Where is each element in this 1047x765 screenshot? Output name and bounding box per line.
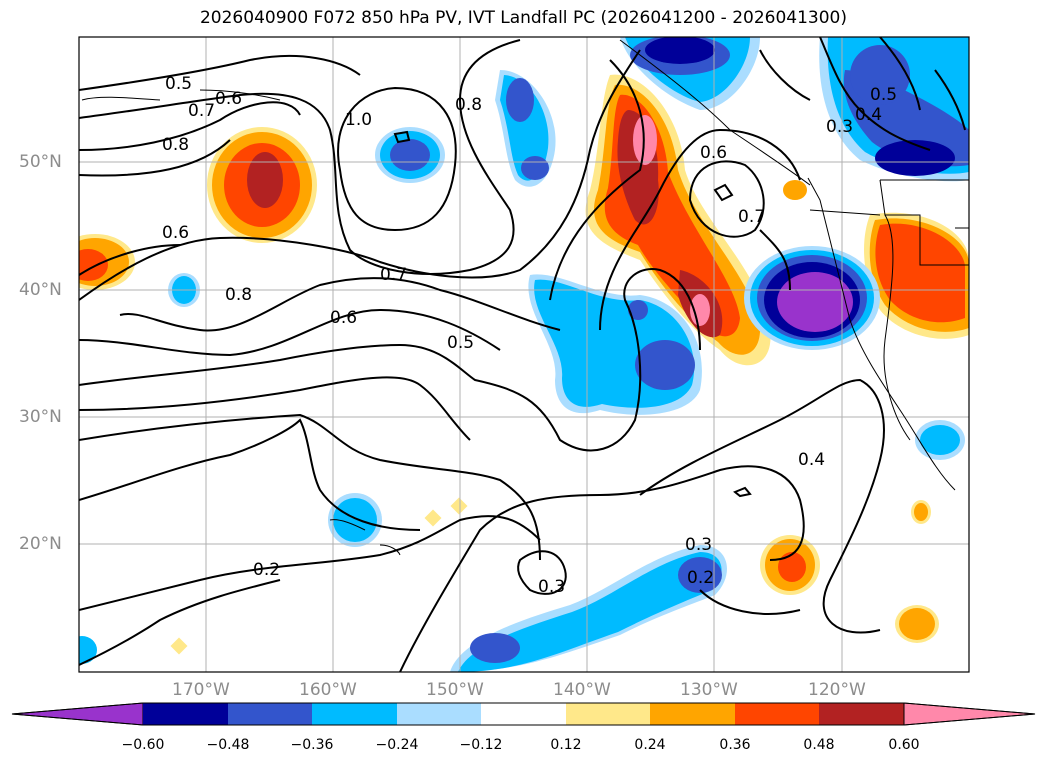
lat-label-20n: 20°N: [19, 534, 62, 554]
contour-label: 0.6: [330, 308, 357, 328]
contour-label: 0.6: [215, 89, 242, 109]
lon-label-120w: 120°W: [808, 680, 866, 700]
contour-label: 0.3: [538, 577, 565, 597]
contour-label: 0.8: [455, 95, 482, 115]
contour-label: 0.8: [225, 285, 252, 305]
lon-label-150w: 150°W: [426, 680, 484, 700]
colorbar-tick: 0.48: [803, 737, 835, 753]
positive-anomaly-central: [585, 74, 771, 366]
contour-label: 0.3: [826, 117, 853, 137]
colorbar-tick: 0.60: [888, 737, 920, 753]
lon-label-140w: 140°W: [553, 680, 611, 700]
colorbar-tick: 0.24: [634, 737, 666, 753]
contour-label: 0.2: [253, 560, 280, 580]
contour-label: 0.6: [162, 223, 189, 243]
contour-label: 0.2: [687, 568, 714, 588]
colorbar-tick: −0.24: [375, 737, 419, 753]
colorbar-tick: −0.48: [206, 737, 250, 753]
negative-anomaly-central: [168, 70, 702, 547]
plot-frame: [78, 36, 970, 673]
pv-contours: [79, 37, 966, 672]
contour-label: 0.5: [870, 85, 897, 105]
contour-label: 0.8: [162, 135, 189, 155]
contour-label: 0.4: [855, 105, 882, 125]
colorbar-tick: −0.12: [459, 737, 503, 753]
lon-label-170w: 170°W: [172, 680, 230, 700]
contour-label: 0.3: [685, 535, 712, 555]
lat-label-30n: 30°N: [19, 407, 62, 427]
contour-label: 0.7: [188, 101, 215, 121]
positive-anomaly-east: [783, 180, 969, 339]
contour-label: 0.6: [700, 143, 727, 163]
negative-anomaly-east-core: [744, 246, 880, 350]
colorbar-tick: −0.36: [290, 737, 334, 753]
positive-anomaly-far-west: [79, 234, 135, 290]
colorbar-tick: 0.12: [550, 737, 582, 753]
map-title: 2026040900 F072 850 hPa PV, IVT Landfall…: [199, 8, 847, 28]
contour-label: 0.7: [380, 265, 407, 285]
contour-labels: 0.5 0.6 0.7 0.8 1.0 0.8 0.6 0.7 0.5 0.4 …: [162, 74, 897, 597]
positive-anomaly-south: [170, 497, 939, 655]
positive-anomaly-west: [207, 127, 317, 243]
lat-label-50n: 50°N: [19, 152, 62, 172]
contour-label: 0.7: [738, 207, 765, 227]
contour-label: 0.5: [165, 74, 192, 94]
colorbar-tick: −0.60: [121, 737, 165, 753]
lat-label-40n: 40°N: [19, 280, 62, 300]
negative-anomaly-south-band: [79, 420, 965, 672]
contour-label: 1.0: [345, 110, 372, 130]
colorbar: [11, 702, 1036, 726]
coastlines: [81, 39, 969, 556]
lon-label-130w: 130°W: [680, 680, 738, 700]
colorbar-tick: 0.36: [719, 737, 751, 753]
contour-label: 0.5: [447, 333, 474, 353]
lon-label-160w: 160°W: [299, 680, 357, 700]
contour-label: 0.4: [798, 450, 825, 470]
negative-anomaly-northeast: [620, 37, 969, 182]
